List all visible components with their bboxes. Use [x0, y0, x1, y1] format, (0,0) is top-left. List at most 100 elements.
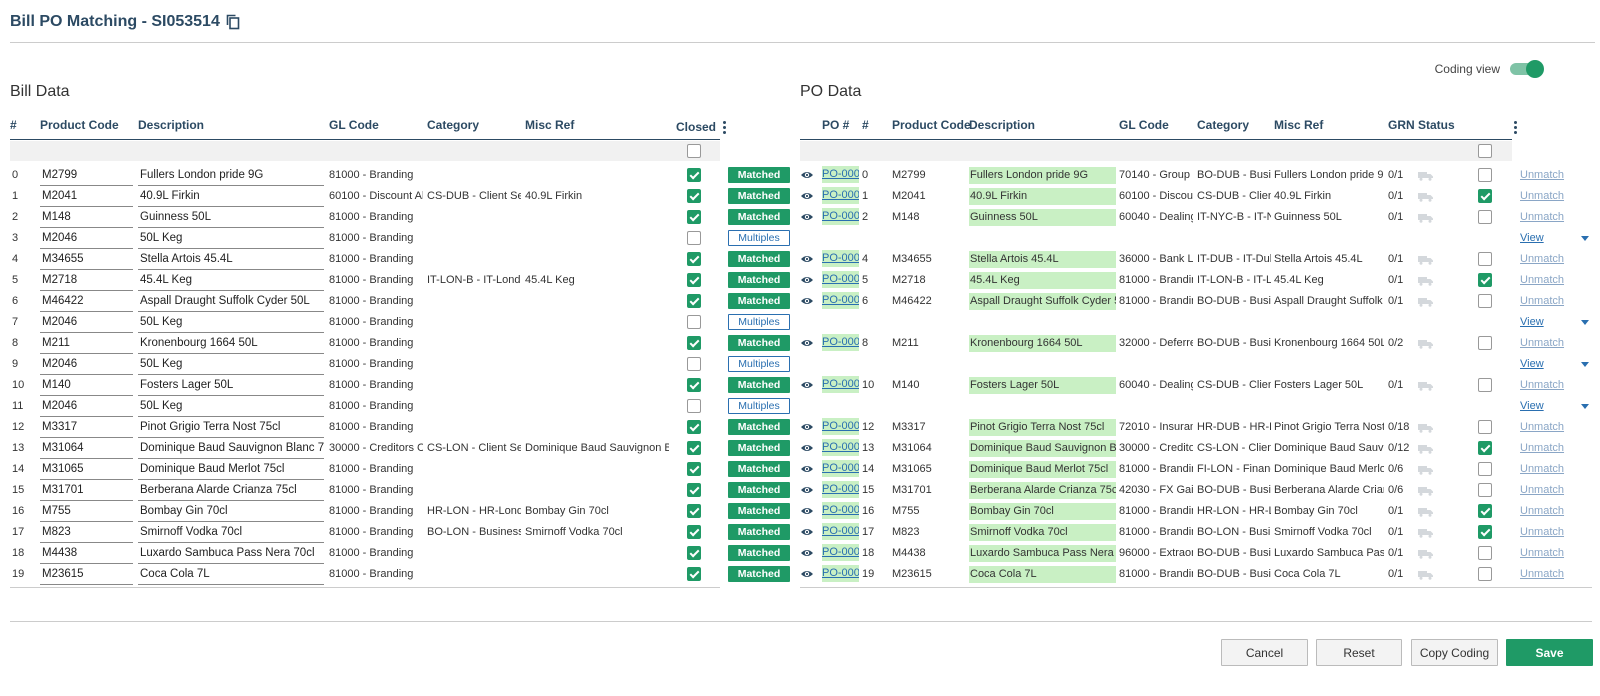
- bill-product-code-field[interactable]: M755: [40, 501, 133, 522]
- unmatch-link[interactable]: Unmatch: [1520, 421, 1565, 433]
- bill-closed-checkbox[interactable]: [687, 189, 701, 203]
- bill-closed-checkbox[interactable]: [687, 441, 701, 455]
- save-button[interactable]: Save: [1506, 639, 1593, 666]
- bill-description-field[interactable]: Dominique Baud Merlot 75cl: [138, 459, 324, 480]
- unmatch-link[interactable]: Unmatch: [1520, 379, 1565, 391]
- bill-product-code-field[interactable]: M31064: [40, 438, 133, 459]
- view-link[interactable]: View: [1520, 316, 1544, 328]
- bill-product-code-field[interactable]: M140: [40, 375, 133, 396]
- po-row-checkbox[interactable]: [1478, 378, 1492, 392]
- po-row-checkbox[interactable]: [1478, 441, 1492, 455]
- bill-description-field[interactable]: Guinness 50L: [138, 207, 324, 228]
- po-row-checkbox[interactable]: [1478, 567, 1492, 581]
- multiples-button[interactable]: Multiples: [728, 356, 790, 372]
- bill-product-code-field[interactable]: M46422: [40, 291, 133, 312]
- bill-description-field[interactable]: Smirnoff Vodka 70cl: [138, 522, 324, 543]
- view-eye-icon[interactable]: [800, 170, 814, 180]
- po-row-checkbox[interactable]: [1478, 252, 1492, 266]
- bill-product-code-field[interactable]: M3317: [40, 417, 133, 438]
- bill-product-code-field[interactable]: M2046: [40, 354, 133, 375]
- po-row-checkbox[interactable]: [1478, 273, 1492, 287]
- bill-product-code-field[interactable]: M2046: [40, 396, 133, 417]
- view-eye-icon[interactable]: [800, 254, 814, 264]
- view-eye-icon[interactable]: [800, 338, 814, 348]
- bill-closed-checkbox[interactable]: [687, 210, 701, 224]
- bill-description-field[interactable]: Pinot Grigio Terra Nost 75cl: [138, 417, 324, 438]
- bill-description-field[interactable]: 45.4L Keg: [138, 270, 324, 291]
- unmatch-link[interactable]: Unmatch: [1520, 547, 1565, 559]
- bill-description-field[interactable]: Luxardo Sambuca Pass Nera 70cl: [138, 543, 324, 564]
- bill-description-field[interactable]: Dominique Baud Sauvignon Blanc 7: [138, 438, 324, 459]
- po-number-link[interactable]: PO-0007: [822, 271, 859, 288]
- bill-description-field[interactable]: 50L Keg: [138, 228, 324, 249]
- bill-closed-checkbox[interactable]: [687, 483, 701, 497]
- bill-closed-checkbox[interactable]: [687, 525, 701, 539]
- po-select-all-checkbox[interactable]: [1478, 144, 1492, 158]
- po-number-link[interactable]: PO-0007: [822, 439, 859, 456]
- po-row-checkbox[interactable]: [1478, 483, 1492, 497]
- multiples-button[interactable]: Multiples: [728, 398, 790, 414]
- unmatch-link[interactable]: Unmatch: [1520, 484, 1565, 496]
- bill-closed-select-all-checkbox[interactable]: [687, 144, 701, 158]
- bill-description-field[interactable]: Bombay Gin 70cl: [138, 501, 324, 522]
- po-number-link[interactable]: PO-0007: [822, 460, 859, 477]
- bill-columns-menu-icon[interactable]: [723, 121, 727, 135]
- unmatch-link[interactable]: Unmatch: [1520, 295, 1565, 307]
- po-row-checkbox[interactable]: [1478, 546, 1492, 560]
- unmatch-link[interactable]: Unmatch: [1520, 526, 1565, 538]
- bill-product-code-field[interactable]: M148: [40, 207, 133, 228]
- bill-product-code-field[interactable]: M823: [40, 522, 133, 543]
- expand-chevron-icon[interactable]: [1581, 320, 1589, 325]
- view-eye-icon[interactable]: [800, 296, 814, 306]
- po-row-checkbox[interactable]: [1478, 210, 1492, 224]
- bill-product-code-field[interactable]: M31701: [40, 480, 133, 501]
- bill-product-code-field[interactable]: M31065: [40, 459, 133, 480]
- unmatch-link[interactable]: Unmatch: [1520, 463, 1565, 475]
- unmatch-link[interactable]: Unmatch: [1520, 442, 1565, 454]
- bill-product-code-field[interactable]: M2799: [40, 165, 133, 186]
- bill-product-code-field[interactable]: M2718: [40, 270, 133, 291]
- view-eye-icon[interactable]: [800, 548, 814, 558]
- po-number-link[interactable]: PO-0007: [822, 334, 859, 351]
- bill-closed-checkbox[interactable]: [687, 252, 701, 266]
- po-number-link[interactable]: PO-0007: [822, 166, 859, 183]
- po-row-checkbox[interactable]: [1478, 420, 1492, 434]
- bill-closed-checkbox[interactable]: [687, 315, 701, 329]
- po-row-checkbox[interactable]: [1478, 168, 1492, 182]
- po-row-checkbox[interactable]: [1478, 504, 1492, 518]
- bill-description-field[interactable]: Kronenbourg 1664 50L: [138, 333, 324, 354]
- bill-closed-checkbox[interactable]: [687, 420, 701, 434]
- po-number-link[interactable]: PO-0007: [822, 376, 859, 393]
- po-columns-menu-icon[interactable]: [1514, 121, 1518, 135]
- bill-product-code-field[interactable]: M2041: [40, 186, 133, 207]
- bill-closed-checkbox[interactable]: [687, 168, 701, 182]
- view-link[interactable]: View: [1520, 232, 1544, 244]
- unmatch-link[interactable]: Unmatch: [1520, 211, 1565, 223]
- coding-view-toggle[interactable]: [1510, 60, 1544, 78]
- bill-closed-checkbox[interactable]: [687, 378, 701, 392]
- cancel-button[interactable]: Cancel: [1221, 639, 1308, 666]
- bill-description-field[interactable]: 40.9L Firkin: [138, 186, 324, 207]
- bill-description-field[interactable]: 50L Keg: [138, 354, 324, 375]
- unmatch-link[interactable]: Unmatch: [1520, 274, 1565, 286]
- po-row-checkbox[interactable]: [1478, 525, 1492, 539]
- unmatch-link[interactable]: Unmatch: [1520, 253, 1565, 265]
- po-row-checkbox[interactable]: [1478, 336, 1492, 350]
- po-number-link[interactable]: PO-0007: [822, 208, 859, 225]
- reset-button[interactable]: Reset: [1316, 639, 1402, 666]
- bill-product-code-field[interactable]: M34655: [40, 249, 133, 270]
- bill-product-code-field[interactable]: M2046: [40, 228, 133, 249]
- expand-chevron-icon[interactable]: [1581, 404, 1589, 409]
- bill-product-code-field[interactable]: M211: [40, 333, 133, 354]
- po-number-link[interactable]: PO-0007: [822, 544, 859, 561]
- view-eye-icon[interactable]: [800, 527, 814, 537]
- bill-description-field[interactable]: Coca Cola 7L: [138, 564, 324, 585]
- multiples-button[interactable]: Multiples: [728, 314, 790, 330]
- view-eye-icon[interactable]: [800, 191, 814, 201]
- po-number-link[interactable]: PO-0007: [822, 187, 859, 204]
- view-eye-icon[interactable]: [800, 422, 814, 432]
- po-row-checkbox[interactable]: [1478, 294, 1492, 308]
- view-eye-icon[interactable]: [800, 275, 814, 285]
- po-number-link[interactable]: PO-0007: [822, 523, 859, 540]
- bill-closed-checkbox[interactable]: [687, 399, 701, 413]
